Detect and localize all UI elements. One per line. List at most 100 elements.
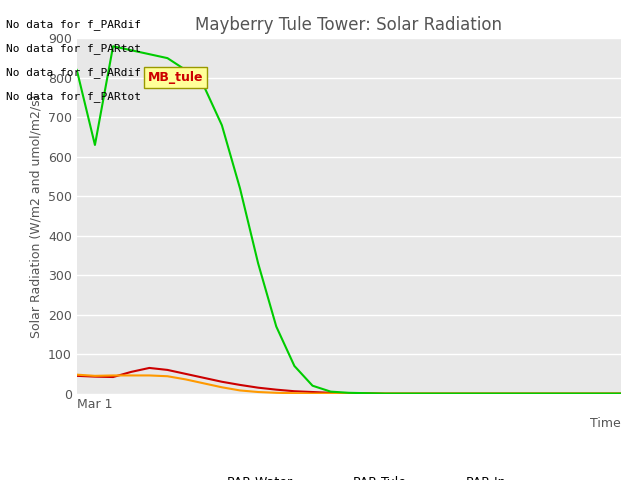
PAR In [599,391,607,396]
PAR Water [580,391,588,396]
PAR Tule [291,390,298,396]
PAR In [381,391,389,396]
PAR In [327,389,335,395]
PAR Tule [109,372,117,378]
PAR Water [327,390,335,396]
PAR Tule [273,390,280,396]
PAR Water [545,391,552,396]
PAR Tule [164,373,172,379]
PAR Water [508,391,516,396]
PAR In [291,363,298,369]
PAR In [563,391,570,396]
PAR In [127,48,135,53]
PAR Tule [182,376,189,382]
PAR Tule [508,391,516,396]
Title: Mayberry Tule Tower: Solar Radiation: Mayberry Tule Tower: Solar Radiation [195,16,502,34]
PAR Water [182,371,189,377]
PAR Tule [91,373,99,379]
PAR Tule [345,391,353,396]
PAR In [580,391,588,396]
PAR In [91,142,99,148]
PAR Tule [254,389,262,395]
PAR Water [218,379,226,384]
PAR In [73,67,81,73]
PAR Tule [327,391,335,396]
PAR Water [417,391,425,396]
PAR Tule [73,372,81,378]
Line: PAR Water: PAR Water [77,368,621,394]
PAR Tule [454,391,461,396]
PAR In [436,391,444,396]
PAR Water [436,391,444,396]
PAR Water [399,391,407,396]
PAR Water [254,385,262,391]
PAR Water [291,388,298,394]
PAR In [363,390,371,396]
PAR Tule [218,384,226,390]
PAR Water [599,391,607,396]
PAR Water [363,390,371,396]
PAR In [508,391,516,396]
Text: No data for f_PARdif: No data for f_PARdif [6,19,141,30]
PAR Water [308,389,316,395]
PAR In [617,391,625,396]
PAR Water [273,387,280,393]
PAR In [218,122,226,128]
PAR Tule [417,391,425,396]
PAR Tule [490,391,498,396]
Text: No data for f_PARtot: No data for f_PARtot [6,91,141,102]
PAR Tule [236,387,244,393]
PAR In [399,391,407,396]
PAR Water [617,391,625,396]
PAR Tule [545,391,552,396]
PAR In [472,391,479,396]
PAR In [273,324,280,329]
PAR Water [490,391,498,396]
PAR In [109,43,117,49]
Text: MB_tule: MB_tule [147,71,203,84]
PAR Water [91,374,99,380]
Legend: PAR Water, PAR Tule, PAR In: PAR Water, PAR Tule, PAR In [188,471,510,480]
PAR Water [563,391,570,396]
PAR In [545,391,552,396]
PAR Tule [381,391,389,396]
PAR Water [236,382,244,388]
PAR Tule [526,391,534,396]
PAR In [182,67,189,73]
Text: No data for f_PARdif: No data for f_PARdif [6,67,141,78]
PAR Tule [472,391,479,396]
PAR Tule [563,391,570,396]
PAR Water [164,367,172,373]
X-axis label: Time: Time [590,417,621,430]
PAR In [417,391,425,396]
Line: PAR In: PAR In [77,46,621,394]
PAR Tule [308,391,316,396]
PAR In [164,55,172,61]
PAR Water [109,374,117,380]
PAR In [236,185,244,191]
PAR In [254,261,262,266]
PAR Tule [363,391,371,396]
PAR Water [526,391,534,396]
PAR Tule [200,381,207,386]
PAR Tule [436,391,444,396]
PAR Water [345,390,353,396]
Text: No data for f_PARtot: No data for f_PARtot [6,43,141,54]
PAR Tule [580,391,588,396]
PAR In [345,390,353,396]
PAR In [200,83,207,89]
PAR Water [73,373,81,379]
PAR Water [381,391,389,396]
PAR Tule [145,372,153,378]
PAR Tule [399,391,407,396]
PAR Water [127,369,135,375]
PAR Tule [599,391,607,396]
PAR In [454,391,461,396]
PAR In [145,51,153,57]
PAR Water [472,391,479,396]
PAR In [526,391,534,396]
PAR In [490,391,498,396]
PAR Water [454,391,461,396]
PAR Tule [617,391,625,396]
Line: PAR Tule: PAR Tule [77,375,621,394]
